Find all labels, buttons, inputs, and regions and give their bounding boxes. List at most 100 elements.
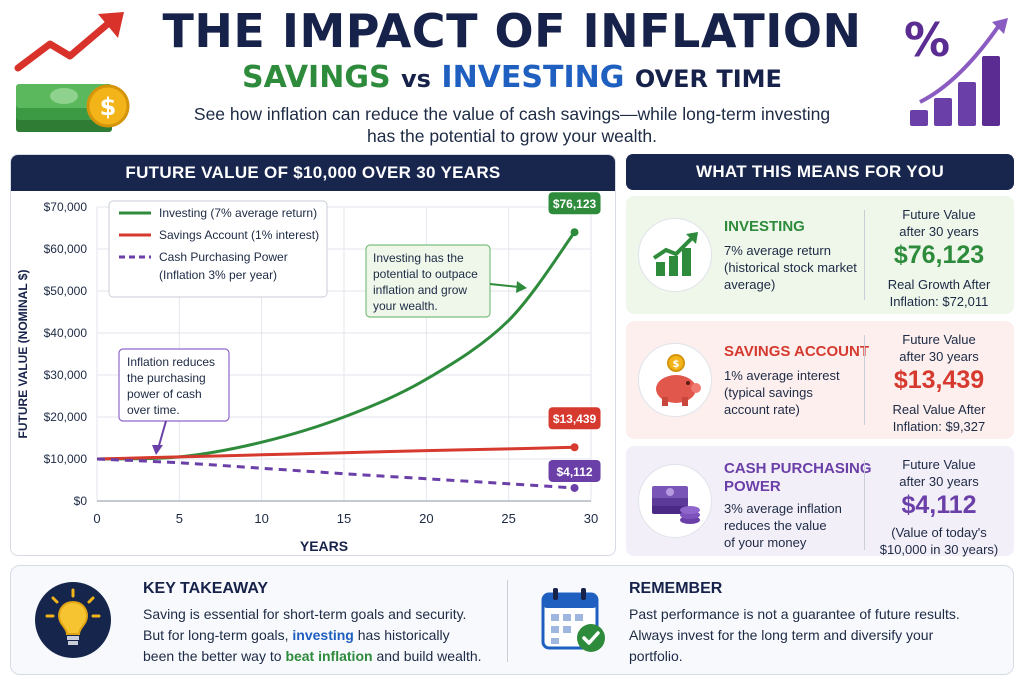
bottom-banner: KEY TAKEAWAY Saving is essential for sho… <box>10 565 1014 675</box>
legend-box <box>108 200 328 298</box>
series-end-label-bg-0 <box>548 192 601 215</box>
savings-desc: 1% average interest (typical savings acc… <box>724 367 864 418</box>
investing-fv-label: Future Value after 30 years <box>866 206 1012 240</box>
legend-sublabel-2: (Inflation 3% per year) <box>159 268 277 282</box>
investing-desc-line-2: (historical stock market <box>724 260 857 275</box>
annotation-investing-line: potential to outpace <box>373 267 478 281</box>
intro-text: See how inflation can reduce the value o… <box>150 103 874 147</box>
takeaway-line-2: But for long-term goals, investing has h… <box>143 625 482 646</box>
annotation-investing-box <box>365 244 491 318</box>
legend-label-2: Cash Purchasing Power <box>159 250 288 264</box>
investing-divider <box>864 210 865 300</box>
remember-line-3: portfolio. <box>629 648 683 664</box>
cash-desc: 3% average inflation reduces the value o… <box>724 500 864 551</box>
takeaway-highlight-beat-inflation: beat inflation <box>285 648 373 664</box>
x-tick-label: 15 <box>337 511 351 526</box>
series-end-point-1 <box>570 443 579 452</box>
annotation-inflation-line: over time. <box>127 403 180 417</box>
takeaway-line-3-c: and build wealth. <box>372 648 482 664</box>
savings-fv-label: Future Value after 30 years <box>866 331 1012 365</box>
bottom-divider <box>507 580 508 662</box>
investing-desc-line-3: average) <box>724 277 776 292</box>
percent-bars-icon: % <box>904 13 1008 126</box>
savings-divider <box>864 335 865 425</box>
cash-title-line-2: POWER <box>724 478 781 495</box>
y-tick-label: $30,000 <box>44 368 88 382</box>
subtitle-vs: vs <box>401 65 431 93</box>
investing-desc: 7% average return (historical stock mark… <box>724 242 864 293</box>
cash-title-line-1: CASH PURCHASING <box>724 460 872 477</box>
annotation-inflation-arrow <box>157 420 167 450</box>
investing-note: Real Growth After Inflation: $72,011 <box>866 276 1012 310</box>
savings-fv-line-1: Future Value <box>902 332 976 347</box>
subtitle-investing: INVESTING <box>441 60 625 95</box>
calendar-check-icon <box>541 588 605 652</box>
future-value-chart: $0 $10,000 $20,000 $30,000 $40,000 $50,000 $60… <box>16 192 601 554</box>
x-tick-label: 30 <box>584 511 598 526</box>
cash-fv-line-1: Future Value <box>902 457 976 472</box>
y-tick-label: $50,000 <box>44 284 88 298</box>
svg-text:$: $ <box>673 359 680 370</box>
annotation-inflation-box <box>118 348 230 422</box>
investing-fv-line-1: Future Value <box>902 207 976 222</box>
annotation-investing-line: your wealth. <box>373 299 438 313</box>
investing-title: INVESTING <box>724 218 805 235</box>
remember-line-1: Past performance is not a guarantee of f… <box>629 606 960 622</box>
investing-note-line-1: Real Growth After <box>887 277 991 292</box>
svg-text:$: $ <box>100 93 117 121</box>
investing-fv-line-2: after 30 years <box>899 224 979 239</box>
subtitle-savings: SAVINGS <box>242 60 391 95</box>
cash-note-line-1: (Value of today's <box>891 525 987 540</box>
annotation-inflation-line: power of cash <box>127 387 202 401</box>
savings-desc-line-3: account rate) <box>724 402 800 417</box>
series-line-2 <box>96 457 575 490</box>
series-end-point-2 <box>570 483 579 492</box>
legend-label-1: Savings Account (1% interest) <box>159 228 319 242</box>
series-end-point-0 <box>570 228 579 237</box>
cash-note-line-2: $10,000 in 30 years) <box>879 542 999 557</box>
series-end-label-0: $76,123 <box>553 197 597 211</box>
y-tick-label: $40,000 <box>44 326 88 340</box>
info-panel: WHAT THIS MEANS FOR YOU INVESTING 7% ave… <box>626 154 1014 558</box>
series-end-label-1: $13,439 <box>553 412 597 426</box>
lightbulb-icon <box>45 588 101 645</box>
series-end-label-bg-2 <box>548 459 601 482</box>
takeaway-line-1: Saving is essential for short-term goals… <box>143 606 467 622</box>
growth-chart-icon <box>652 232 698 276</box>
cash-fv-label: Future Value after 30 years <box>866 456 1012 490</box>
savings-note-line-1: Real Value After <box>892 402 986 417</box>
annotation-investing-line: inflation and grow <box>373 283 467 297</box>
cash-icon-circle <box>638 464 712 538</box>
savings-note-line-2: Inflation: $9,327 <box>892 419 986 434</box>
piggy-bank-icon: $ <box>656 354 701 406</box>
savings-card: $ SAVINGS ACCOUNT 1% average interest (t… <box>626 321 1014 439</box>
svg-text:%: % <box>904 13 950 67</box>
annotation-investing-arrow <box>489 283 520 288</box>
cash-value: $4,112 <box>901 491 977 519</box>
info-panel-heading: WHAT THIS MEANS FOR YOU <box>626 154 1014 190</box>
savings-desc-line-1: 1% average interest <box>724 368 840 383</box>
cash-title: CASH PURCHASING POWER <box>724 460 872 496</box>
takeaway-line-2-c: has historically <box>353 627 450 643</box>
y-tick-label: $20,000 <box>44 410 88 424</box>
cash-card: CASH PURCHASING POWER 3% average inflati… <box>626 446 1014 558</box>
takeaway-highlight-investing: investing <box>292 627 354 643</box>
investing-card: INVESTING 7% average return (historical … <box>626 196 1014 314</box>
series-end-label-bg-1 <box>548 407 601 430</box>
x-tick-label: 20 <box>419 511 433 526</box>
subtitle-over-time: OVER TIME <box>634 65 782 93</box>
y-tick-label: $60,000 <box>44 242 88 256</box>
savings-icon-circle: $ <box>638 343 712 417</box>
y-tick-label: $70,000 <box>44 200 88 214</box>
page-title: THE IMPACT OF INFLATION <box>162 4 862 58</box>
chart-panel: FUTURE VALUE OF $10,000 OVER 30 YEARS $0… <box>10 154 616 556</box>
investing-note-line-2: Inflation: $72,011 <box>889 294 989 309</box>
cash-note: (Value of today's $10,000 in 30 years) <box>866 524 1012 558</box>
intro-line-1: See how inflation can reduce the value o… <box>193 104 831 124</box>
annotation-inflation-line: Inflation reduces <box>127 355 215 369</box>
cash-desc-line-1: 3% average inflation <box>724 501 842 516</box>
money-growth-icon: $ <box>14 12 130 132</box>
cash-fv-line-2: after 30 years <box>899 474 979 489</box>
takeaway-line-3-a: been the better way to <box>143 648 286 664</box>
annotation-inflation-line: the purchasing <box>127 371 206 385</box>
